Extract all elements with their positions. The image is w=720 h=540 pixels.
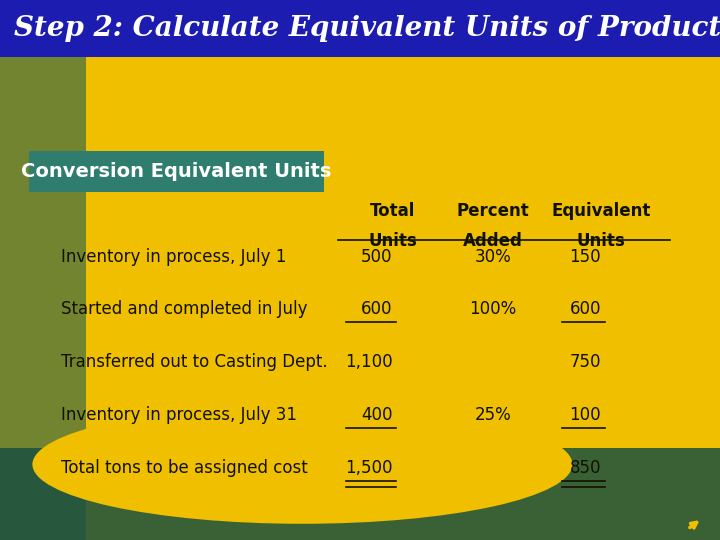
- Text: 100%: 100%: [469, 300, 517, 319]
- Text: Inventory in process, July 31: Inventory in process, July 31: [61, 406, 297, 424]
- Text: Total: Total: [369, 202, 415, 220]
- Text: 1,100: 1,100: [345, 353, 392, 372]
- Text: Equivalent: Equivalent: [552, 202, 651, 220]
- Text: 30%: 30%: [474, 247, 512, 266]
- Bar: [0, 0, 720, 57]
- Bar: [0, 448, 720, 540]
- Text: 25%: 25%: [474, 406, 512, 424]
- Text: 1,500: 1,500: [345, 459, 392, 477]
- Text: 100: 100: [570, 406, 601, 424]
- Text: Added: Added: [463, 232, 523, 250]
- Text: 600: 600: [361, 300, 392, 319]
- Text: 150: 150: [570, 247, 601, 266]
- Text: Transferred out to Casting Dept.: Transferred out to Casting Dept.: [61, 353, 328, 372]
- Text: 600: 600: [570, 300, 601, 319]
- Text: 850: 850: [570, 459, 601, 477]
- Bar: [0, 0, 86, 540]
- Text: 400: 400: [361, 406, 392, 424]
- Bar: [29, 151, 324, 192]
- Text: Inventory in process, July 1: Inventory in process, July 1: [61, 247, 287, 266]
- Text: Units: Units: [577, 232, 626, 250]
- Text: Step 2: Calculate Equivalent Units of Production: Step 2: Calculate Equivalent Units of Pr…: [14, 15, 720, 42]
- Ellipse shape: [32, 405, 572, 524]
- Text: Total tons to be assigned cost: Total tons to be assigned cost: [61, 459, 308, 477]
- Text: Units: Units: [368, 232, 417, 250]
- Text: Percent: Percent: [456, 202, 530, 220]
- Text: 500: 500: [361, 247, 392, 266]
- Text: 750: 750: [570, 353, 601, 372]
- Text: Started and completed in July: Started and completed in July: [61, 300, 307, 319]
- Text: Conversion Equivalent Units: Conversion Equivalent Units: [21, 162, 332, 181]
